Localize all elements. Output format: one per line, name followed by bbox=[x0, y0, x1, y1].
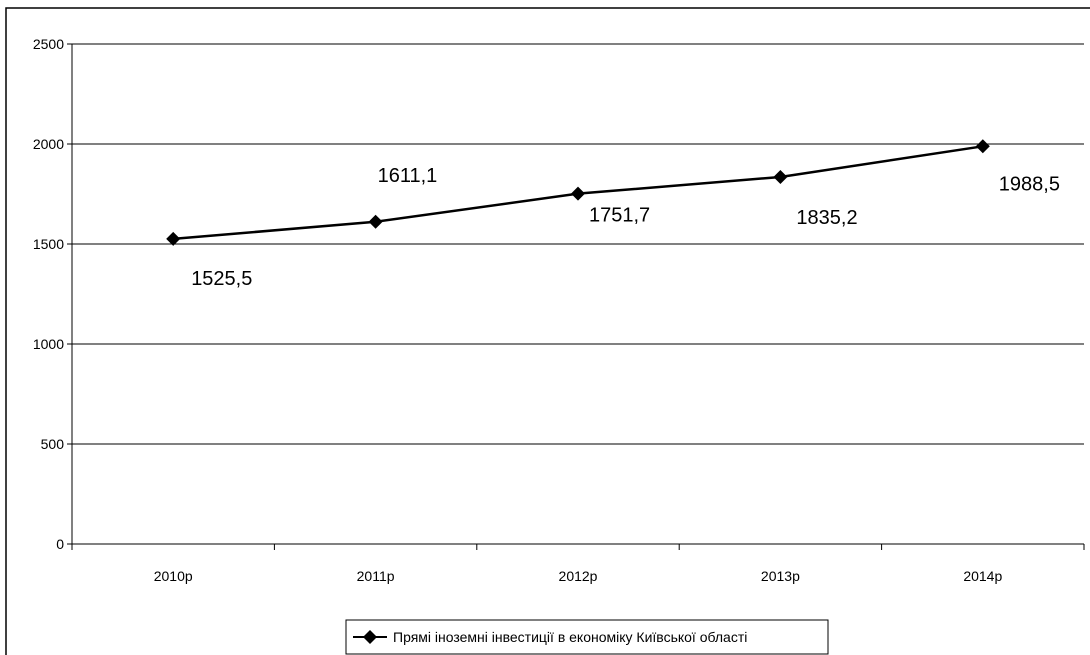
data-point-marker bbox=[571, 186, 585, 201]
data-label: 1525,5 bbox=[191, 268, 252, 290]
data-label: 1988,5 bbox=[999, 173, 1060, 195]
data-point-marker bbox=[975, 139, 990, 154]
y-tick-label: 2500 bbox=[33, 36, 64, 52]
data-point-marker bbox=[166, 231, 181, 246]
gridlines bbox=[72, 43, 1084, 445]
legend: Прямі іноземні інвестиції в економіку Ки… bbox=[345, 619, 829, 655]
x-axis: 2010р 2011р 2012р 2013р 2014р bbox=[71, 543, 1085, 584]
data-label: 1611,1 bbox=[378, 165, 438, 187]
data-label: 1835,2 bbox=[796, 207, 857, 229]
x-tick-label: 2012р bbox=[559, 568, 598, 584]
y-tick-label: 1500 bbox=[33, 236, 64, 252]
x-tick-label: 2011р bbox=[357, 568, 395, 584]
y-tick-label: 500 bbox=[41, 436, 65, 452]
y-tick-label: 0 bbox=[56, 536, 64, 552]
chart-area-border bbox=[5, 7, 1090, 655]
legend-entry-label: Прямі іноземні інвестиції в економіку Ки… bbox=[393, 629, 747, 645]
legend-box bbox=[345, 619, 829, 655]
data-label: 1751,7 bbox=[589, 205, 650, 227]
legend-marker-swatch bbox=[363, 630, 377, 644]
data-labels: 1525,5 1611,1 1751,7 1835,2 1988,5 bbox=[191, 165, 1060, 290]
y-tick-label: 2000 bbox=[33, 136, 64, 152]
x-tick-label: 2013р bbox=[761, 568, 800, 584]
data-point-marker bbox=[773, 169, 788, 184]
x-tick-label: 2014р bbox=[963, 568, 1002, 584]
y-tick-label: 1000 bbox=[33, 336, 64, 352]
data-point-marker bbox=[368, 214, 383, 229]
y-axis: 0 500 1000 1500 2000 2500 bbox=[33, 36, 73, 552]
x-tick-label: 2010р bbox=[154, 568, 193, 584]
series-layer bbox=[166, 139, 990, 246]
